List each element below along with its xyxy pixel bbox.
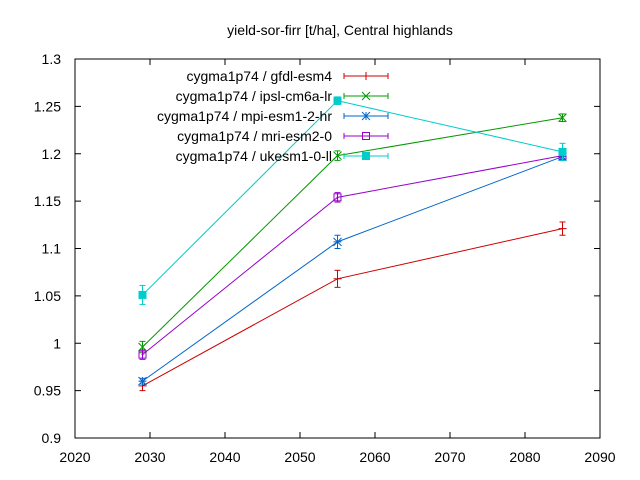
data-point — [333, 274, 342, 283]
series-line — [142, 155, 563, 356]
y-tick-label: 1.2 — [42, 146, 62, 162]
x-tick-label: 2030 — [134, 449, 165, 465]
legend-entry-0: cygma1p74 / gfdl-esm4 — [186, 68, 389, 84]
legend-entry-2: cygma1p74 / mpi-esm1-2-hr — [157, 108, 389, 124]
legend-label: cygma1p74 / mpi-esm1-2-hr — [157, 108, 332, 124]
legend-entry-3: cygma1p74 / mri-esm2-0 — [177, 128, 389, 144]
chart-title: yield-sor-firr [t/ha], Central highlands — [227, 22, 453, 38]
x-tick-label: 2020 — [59, 449, 90, 465]
legend-label: cygma1p74 / ukesm1-0-ll — [176, 148, 332, 164]
series-line — [142, 228, 563, 387]
y-tick-label: 1.25 — [34, 98, 61, 114]
legend-entry-1: cygma1p74 / ipsl-cm6a-lr — [176, 88, 389, 104]
series-2 — [138, 152, 567, 386]
y-tick-label: 0.9 — [42, 430, 62, 446]
legend-entry-4: cygma1p74 / ukesm1-0-ll — [176, 148, 389, 164]
x-tick-label: 2040 — [209, 449, 240, 465]
series-4 — [138, 96, 567, 305]
x-tick-label: 2060 — [359, 449, 390, 465]
y-tick-label: 1.05 — [34, 288, 61, 304]
data-point — [333, 151, 342, 160]
data-point — [138, 290, 147, 299]
legend-label: cygma1p74 / gfdl-esm4 — [186, 68, 332, 84]
data-point — [138, 376, 147, 386]
y-tick-label: 0.95 — [34, 383, 61, 399]
legend-marker — [362, 72, 370, 80]
data-point — [333, 193, 342, 202]
data-point — [558, 113, 567, 123]
data-point — [558, 147, 567, 156]
series-line — [142, 156, 563, 382]
data-point — [333, 237, 342, 247]
legend-marker — [361, 91, 371, 101]
x-tick-label: 2050 — [284, 449, 315, 465]
y-tick-label: 1.15 — [34, 193, 61, 209]
legend-marker — [362, 132, 370, 140]
legend-marker — [362, 152, 370, 160]
y-tick-label: 1.3 — [42, 51, 62, 67]
x-tick-label: 2070 — [434, 449, 465, 465]
x-tick-label: 2080 — [509, 449, 540, 465]
series-3 — [138, 151, 567, 360]
legend-label: cygma1p74 / ipsl-cm6a-lr — [176, 88, 333, 104]
y-tick-label: 1 — [53, 335, 61, 351]
x-tick-label: 2090 — [584, 449, 615, 465]
legend-marker — [361, 111, 371, 121]
data-point — [558, 224, 567, 233]
legend-label: cygma1p74 / mri-esm2-0 — [177, 128, 332, 144]
data-point — [333, 96, 342, 105]
data-point — [138, 350, 147, 359]
y-tick-label: 1.1 — [42, 241, 62, 257]
